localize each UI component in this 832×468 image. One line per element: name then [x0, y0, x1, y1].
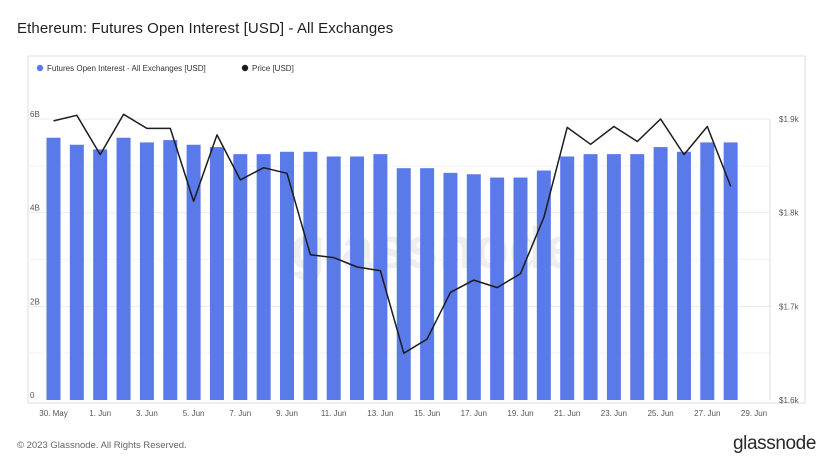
x-tick-label: 15. Jun [414, 409, 440, 418]
price-line-layer [53, 113, 732, 354]
open-interest-bar [490, 177, 505, 400]
open-interest-bar [93, 149, 108, 400]
legend-label-price: Price [USD] [252, 64, 294, 73]
y-right-tick-label: $1.8k [779, 209, 800, 218]
x-tick-label: 29. Jun [741, 409, 767, 418]
open-interest-bar [373, 154, 388, 400]
page-title: Ethereum: Futures Open Interest [USD] - … [17, 20, 394, 37]
x-tick-label: 3. Jun [136, 409, 158, 418]
open-interest-bar [396, 168, 411, 400]
open-interest-bar [163, 140, 178, 400]
open-interest-bar [653, 147, 668, 400]
x-tick-label: 30. May [39, 409, 67, 418]
open-interest-bar [303, 151, 318, 400]
y-left-tick-label: 2B [30, 297, 40, 306]
open-interest-bar [186, 144, 201, 400]
open-interest-bar [700, 142, 715, 400]
x-tick-label: 9. Jun [276, 409, 298, 418]
x-tick-label: 19. Jun [507, 409, 533, 418]
axis-layer: 0 2B 4B 6B $1.6k $1.7k $1.8k $1.9k 30. May 1. Jun… [30, 110, 800, 418]
open-interest-bar [326, 156, 341, 400]
x-tick-label: 5. Jun [183, 409, 205, 418]
open-interest-bar [256, 154, 271, 400]
open-interest-bar [606, 154, 621, 400]
y-right-tick-label: $1.9k [779, 115, 800, 124]
x-tick-label: 17. Jun [461, 409, 487, 418]
chart: Futures Open Interest - All Exchanges [U… [27, 55, 806, 418]
open-interest-bar [46, 137, 61, 400]
y-left-tick-label: 6B [30, 110, 40, 119]
footer-brand-logo[interactable]: glassnode [732, 433, 816, 454]
open-interest-bar [723, 142, 738, 400]
y-right-tick-label: $1.7k [779, 302, 800, 311]
open-interest-bar [630, 154, 645, 400]
price-line [53, 113, 732, 354]
open-interest-bar [443, 172, 458, 400]
open-interest-bar [350, 156, 365, 400]
x-tick-label: 21. Jun [554, 409, 580, 418]
open-interest-bar [280, 151, 294, 400]
x-tick-label: 23. Jun [601, 409, 627, 418]
x-tick-label: 25. Jun [647, 409, 673, 418]
y-left-tick-label: 0 [30, 391, 35, 400]
legend-label-open-interest: Futures Open Interest - All Exchanges [U… [47, 64, 206, 73]
open-interest-bar [116, 137, 131, 400]
open-interest-bar [536, 170, 551, 400]
open-interest-bar [583, 154, 598, 400]
open-interest-bar [676, 151, 691, 400]
x-tick-label: 1. Jun [89, 409, 111, 418]
y-right-tick-label: $1.6k [779, 396, 800, 405]
x-tick-label: 27. Jun [694, 409, 720, 418]
x-tick-label: 13. Jun [367, 409, 393, 418]
open-interest-bar [139, 142, 154, 400]
open-interest-bar [420, 168, 435, 400]
x-tick-label: 11. Jun [321, 409, 347, 418]
open-interest-bar [513, 177, 528, 400]
open-interest-bar [466, 174, 481, 400]
open-interest-bar [209, 147, 224, 400]
open-interest-bar [560, 156, 575, 400]
open-interest-bar [233, 154, 248, 400]
x-tick-label: 7. Jun [229, 409, 251, 418]
legend-marker-price [241, 64, 249, 72]
legend: Futures Open Interest - All Exchanges [U… [36, 64, 294, 73]
open-interest-bar [69, 144, 84, 400]
legend-marker-open-interest [36, 64, 44, 72]
bars-layer [46, 137, 738, 400]
y-left-tick-label: 4B [30, 204, 40, 213]
footer-copyright: © 2023 Glassnode. All Rights Reserved. [17, 440, 187, 451]
